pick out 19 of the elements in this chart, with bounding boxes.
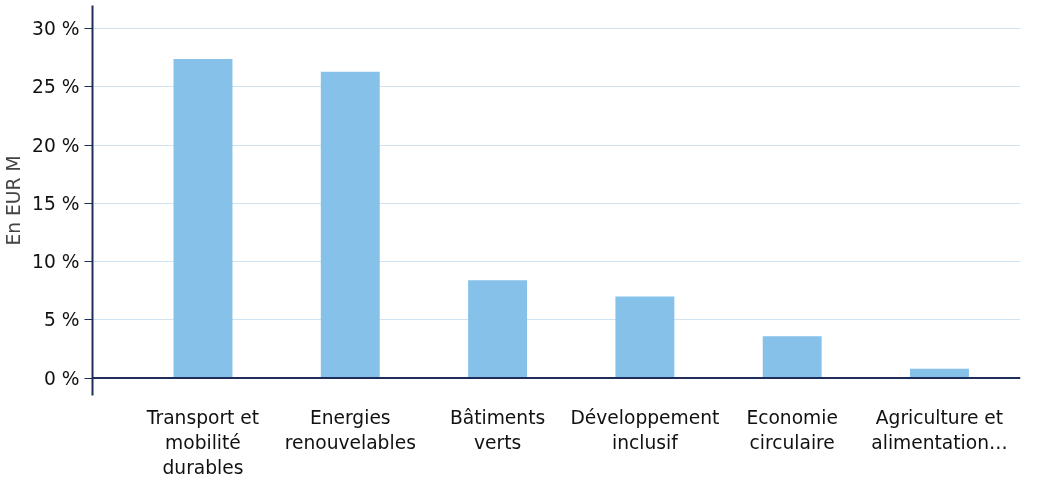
y-tick-label: 5 % (43, 309, 80, 331)
y-tick-label: 10 % (32, 251, 80, 273)
x-tick-label: Agriculture et alimentation… (871, 406, 1008, 453)
bar (320, 71, 380, 379)
bar (615, 296, 675, 379)
bar (468, 280, 528, 379)
bar (173, 59, 233, 379)
x-tick-label: Energies renouvelables (284, 406, 416, 453)
x-tick-label: Transport et mobilité durables (145, 406, 260, 478)
x-tick-label: Bâtiments verts (449, 406, 546, 453)
y-axis-title: En EUR M (3, 155, 25, 246)
y-tick-label: 30 % (32, 18, 80, 40)
bar (762, 336, 822, 379)
x-tick-label: Développement inclusif (570, 406, 720, 453)
y-tick-label: 15 % (32, 192, 80, 214)
y-tick-label: 0 % (43, 367, 80, 389)
y-tick-label: 25 % (32, 76, 80, 98)
y-tick-label: 20 % (32, 134, 80, 156)
x-tick-label: Economie circulaire (746, 406, 838, 453)
